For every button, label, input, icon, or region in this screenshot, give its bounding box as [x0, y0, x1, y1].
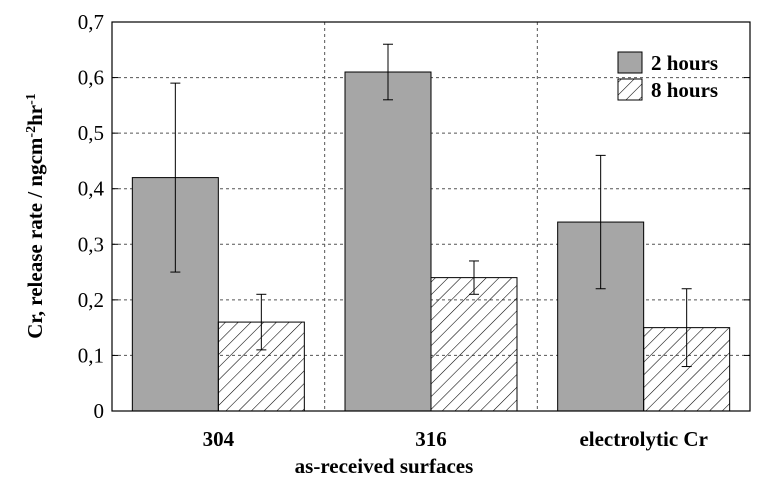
legend-label-8-hours: 8 hours [651, 78, 718, 102]
y-axis-ticks: 0 0,1 0,2 0,3 0,4 0,5 0,6 0,7 [78, 10, 750, 423]
bar-2-hours-1 [344, 71, 432, 412]
plot-frame [111, 21, 751, 412]
y-tick-label: 0,1 [78, 343, 104, 367]
x-axis-ticks: 304 316 electrolytic Cr [203, 427, 708, 451]
legend-swatch-2-hours [617, 51, 643, 74]
y-tick-label: 0,3 [78, 232, 104, 256]
y-tick-label: 0,4 [78, 177, 105, 201]
legend-label-2-hours: 2 hours [651, 51, 718, 75]
y-axis-label: Cr, release rate / ngcm-2hr-1 [23, 93, 47, 339]
legend: 2 hours 8 hours [617, 51, 718, 102]
x-tick-label: 316 [415, 427, 447, 451]
y-tick-label: 0,5 [78, 121, 104, 145]
y-tick-label: 0,2 [78, 288, 104, 312]
y-tick-label: 0 [94, 399, 105, 423]
x-tick-label: 304 [203, 427, 235, 451]
error-bars [170, 43, 692, 368]
y-tick-label: 0,7 [78, 10, 104, 34]
legend-swatch-8-hours [617, 78, 643, 101]
bars [131, 71, 731, 412]
x-tick-label: electrolytic Cr [579, 427, 707, 451]
y-tick-label: 0,6 [78, 66, 104, 90]
x-axis-label: as-received surfaces [295, 454, 474, 478]
bar-8-hours-1 [430, 277, 518, 412]
